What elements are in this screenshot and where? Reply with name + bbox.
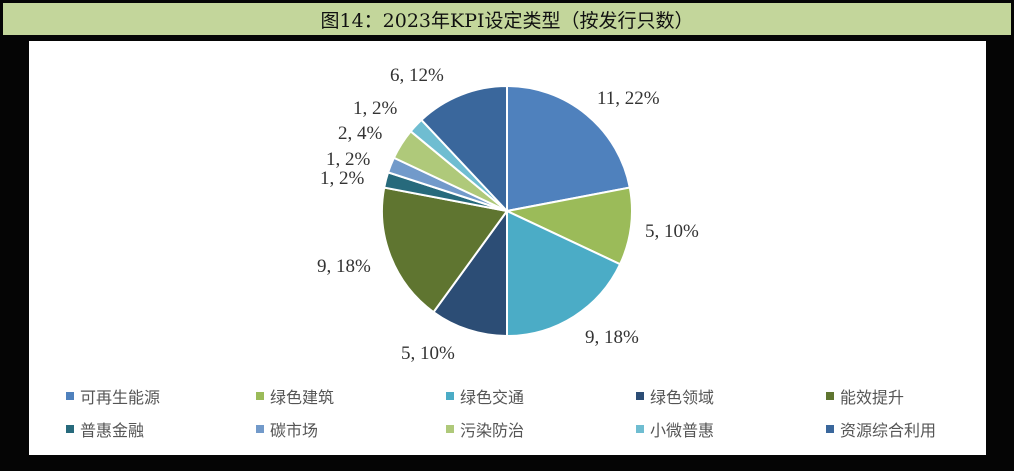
data-label: 6, 12%: [390, 65, 444, 86]
legend-swatch-icon: [66, 392, 74, 400]
data-label: 9, 18%: [585, 327, 639, 348]
pie-slice: [506, 84, 631, 213]
legend-swatch-icon: [636, 425, 644, 433]
legend-item: 普惠金融: [66, 419, 256, 440]
data-label: 1, 2%: [353, 98, 398, 119]
legend-item: 污染防治: [446, 419, 636, 440]
legend-swatch-icon: [636, 392, 644, 400]
legend-label: 能效提升: [840, 388, 905, 407]
legend-label: 绿色建筑: [270, 388, 335, 407]
data-label: 5, 10%: [645, 221, 699, 242]
legend-label: 绿色交通: [460, 388, 525, 407]
data-label: 1, 2%: [320, 168, 365, 189]
legend-label: 污染防治: [460, 421, 525, 440]
legend-swatch-icon: [446, 392, 454, 400]
legend: 可再生能源 绿色建筑 绿色交通 绿色领域 能效提升 普惠金融 碳市场 污染防治 …: [66, 386, 986, 440]
legend-label: 碳市场: [270, 421, 319, 440]
legend-item: 绿色交通: [446, 386, 636, 407]
chart-title: 图14：2023年KPI设定类型（按发行只数）: [320, 9, 694, 32]
data-label: 9, 18%: [317, 256, 371, 277]
pie-slice: [506, 209, 622, 338]
pie-slice: [420, 84, 508, 214]
legend-label: 绿色领域: [650, 388, 715, 407]
legend-item: 小微普惠: [636, 419, 826, 440]
legend-swatch-icon: [446, 425, 454, 433]
data-label: 11, 22%: [597, 88, 660, 109]
legend-label: 资源综合利用: [840, 421, 937, 440]
data-label: 1, 2%: [326, 149, 371, 170]
legend-label: 小微普惠: [650, 421, 715, 440]
legend-label: 可再生能源: [80, 388, 161, 407]
data-label: 2, 4%: [338, 123, 383, 144]
legend-item: 能效提升: [826, 386, 996, 407]
legend-item: 绿色领域: [636, 386, 826, 407]
legend-swatch-icon: [66, 425, 74, 433]
chart-title-bar: 图14：2023年KPI设定类型（按发行只数）: [3, 3, 1011, 35]
legend-swatch-icon: [826, 425, 834, 433]
data-label: 5, 10%: [401, 343, 455, 364]
chart-panel: 11, 22% 5, 10% 9, 18% 5, 10% 9, 18% 1, 2% 1, 2…: [29, 41, 986, 455]
legend-label: 普惠金融: [80, 421, 145, 440]
pie-slice: [432, 207, 508, 338]
pie-slice: [381, 186, 509, 314]
pie-chart: [381, 84, 633, 338]
legend-item: 资源综合利用: [826, 419, 996, 440]
legend-item: 碳市场: [256, 419, 446, 440]
legend-item: 绿色建筑: [256, 386, 446, 407]
legend-swatch-icon: [256, 392, 264, 400]
legend-swatch-icon: [256, 425, 264, 433]
legend-swatch-icon: [826, 392, 834, 400]
legend-item: 可再生能源: [66, 386, 256, 407]
pie-slice: [503, 186, 633, 266]
